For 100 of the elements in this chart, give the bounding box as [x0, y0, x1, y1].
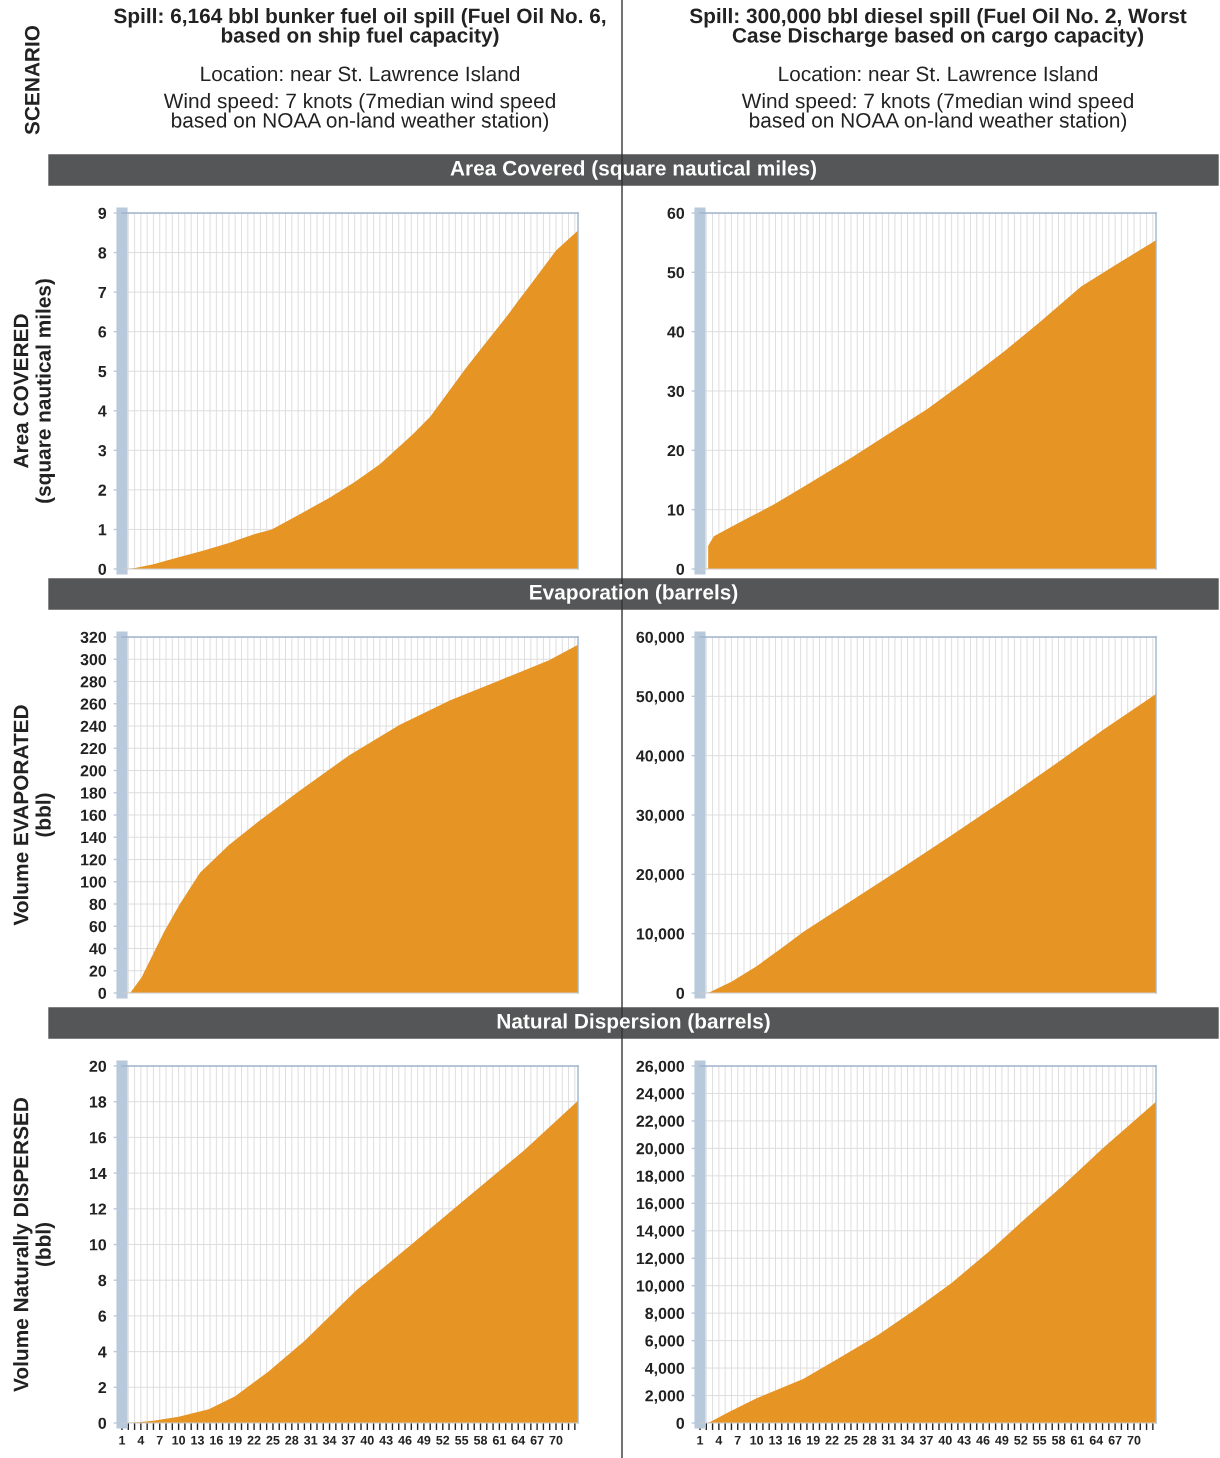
y-tick-label: 100 — [81, 876, 107, 888]
y-tick-label: 160 — [81, 809, 107, 821]
x-tick-label: 31 — [882, 1435, 896, 1445]
y-tick-label: 14 — [89, 1167, 107, 1179]
y-tick-label: 12 — [89, 1203, 107, 1215]
x-tick-label: 67 — [1108, 1435, 1122, 1445]
x-tick-label: 61 — [492, 1435, 506, 1445]
y-tick-label: 24,000 — [636, 1088, 685, 1102]
x-tick-label: 43 — [379, 1435, 393, 1445]
y-tick-label: 6 — [98, 326, 107, 338]
x-tick-label: 25 — [266, 1435, 280, 1445]
x-tick-label: 64 — [511, 1435, 526, 1445]
y-axis-title: Volume Naturally DISPERSED (bbl) — [13, 1097, 55, 1392]
y-tick-label: 320 — [80, 631, 107, 643]
text: Location: near St. Lawrence Island — [779, 66, 1098, 82]
y-tick-label: 10,000 — [636, 1280, 685, 1294]
text: Location: near St. Lawrence Island — [201, 66, 520, 82]
text: SCENARIO — [24, 25, 40, 135]
x-tick-label: 64 — [1089, 1435, 1104, 1445]
y-tick-label: 20 — [667, 444, 685, 457]
y-tick-label: 0 — [676, 1417, 685, 1429]
y-tick-label: 0 — [676, 563, 685, 575]
y-tick-label: 22,000 — [636, 1115, 685, 1130]
y-tick-label: 10,000 — [636, 928, 685, 942]
x-tick-label: 40 — [938, 1435, 952, 1445]
y-tick-label: 8,000 — [645, 1307, 685, 1322]
y-tick-label: 0 — [98, 1417, 107, 1429]
x-tick-label: 70 — [549, 1435, 563, 1445]
y-tick-label: 7 — [98, 286, 107, 298]
y-tick-label: 14,000 — [636, 1225, 685, 1240]
y-tick-label: 40,000 — [636, 750, 685, 764]
y-tick-label: 16 — [89, 1132, 107, 1144]
y-tick-label: 3 — [98, 444, 107, 457]
x-tick-label: 10 — [172, 1435, 186, 1445]
y-tick-label: 50 — [667, 266, 685, 279]
x-tick-label: 31 — [304, 1435, 318, 1445]
x-tick-label: 34 — [322, 1435, 337, 1445]
y-tick-label: 40 — [667, 326, 685, 338]
x-tick-label: 52 — [1014, 1435, 1028, 1445]
text: Evaporation (barrels) — [530, 584, 738, 604]
y-tick-label: 8 — [98, 1274, 107, 1287]
y-tick-label: 0 — [676, 987, 685, 999]
y-tick-label: 4 — [98, 405, 107, 417]
y-tick-label: 8 — [98, 247, 107, 259]
y-tick-label: 4,000 — [645, 1362, 685, 1377]
x-tick-label: 37 — [341, 1435, 355, 1445]
text: Area Covered (square nautical miles) — [450, 160, 816, 180]
y-tick-label: 2 — [98, 484, 107, 496]
y-tick-label: 20,000 — [636, 868, 685, 883]
x-tick-label: 61 — [1070, 1435, 1084, 1445]
y-tick-label: 1 — [98, 524, 107, 536]
x-tick-label: 16 — [788, 1435, 801, 1445]
y-tick-label: 2 — [98, 1381, 107, 1394]
y-tick-label: 18,000 — [636, 1170, 685, 1185]
y-tick-label: 10 — [667, 504, 685, 516]
y-tick-label: 10 — [89, 1239, 107, 1251]
y-tick-label: 9 — [98, 207, 107, 219]
x-tick-label: 34 — [900, 1435, 915, 1445]
y-axis-title: Area COVERED (square nautical miles) — [13, 279, 55, 503]
x-tick-label: 1 — [697, 1435, 704, 1445]
y-tick-label: 30 — [667, 385, 685, 397]
x-tick-label: 55 — [455, 1435, 469, 1445]
y-tick-label: 180 — [81, 787, 107, 799]
x-tick-label: 10 — [750, 1435, 764, 1445]
x-tick-label: 19 — [807, 1435, 820, 1445]
y-tick-label: 220 — [80, 742, 107, 755]
x-tick-label: 1 — [119, 1435, 126, 1445]
x-tick-label: 13 — [769, 1435, 782, 1445]
x-tick-label: 52 — [436, 1435, 450, 1445]
y-tick-label: 20,000 — [636, 1143, 685, 1157]
y-tick-label: 60 — [89, 920, 107, 933]
x-tick-label: 16 — [210, 1435, 223, 1445]
y-tick-label: 20 — [89, 1060, 107, 1072]
y-tick-label: 80 — [89, 898, 107, 910]
x-tick-label: 22 — [247, 1435, 261, 1445]
x-tick-label: 13 — [191, 1435, 204, 1445]
y-tick-label: 30,000 — [636, 809, 685, 824]
y-tick-label: 300 — [80, 653, 107, 666]
y-axis-title: Volume EVAPORATED (bbl) — [13, 705, 55, 926]
y-tick-label: 26,000 — [636, 1060, 685, 1075]
y-tick-label: 120 — [81, 854, 107, 866]
y-tick-label: 140 — [81, 831, 107, 844]
y-tick-label: 240 — [80, 720, 107, 732]
y-tick-label: 2,000 — [645, 1390, 685, 1404]
x-tick-label: 28 — [863, 1435, 877, 1445]
y-tick-label: 16,000 — [636, 1197, 685, 1212]
chart-subtitle: Spill: 300,000 bbl diesel spill (Fuel Oil No. 2, Worst Case Discharge based on cargo capacity) — [689, 8, 1187, 47]
y-tick-label: 0 — [98, 987, 107, 999]
x-tick-label: 40 — [360, 1435, 374, 1445]
x-tick-label: 55 — [1033, 1435, 1047, 1445]
y-tick-label: 40 — [89, 943, 107, 955]
text: Wind speed: 7 knots (7median wind speed based on NOAA on-land weather station) — [741, 93, 1133, 132]
x-tick-label: 58 — [1051, 1435, 1066, 1445]
y-tick-label: 6,000 — [645, 1335, 685, 1349]
text: Wind speed: 7 knots (7median wind speed based on NOAA on-land weather station) — [163, 93, 555, 132]
y-tick-label: 0 — [98, 563, 107, 575]
x-tick-label: 49 — [417, 1435, 431, 1445]
y-tick-label: 50,000 — [636, 690, 685, 705]
y-tick-label: 60 — [667, 207, 685, 219]
x-tick-label: 22 — [825, 1435, 839, 1445]
